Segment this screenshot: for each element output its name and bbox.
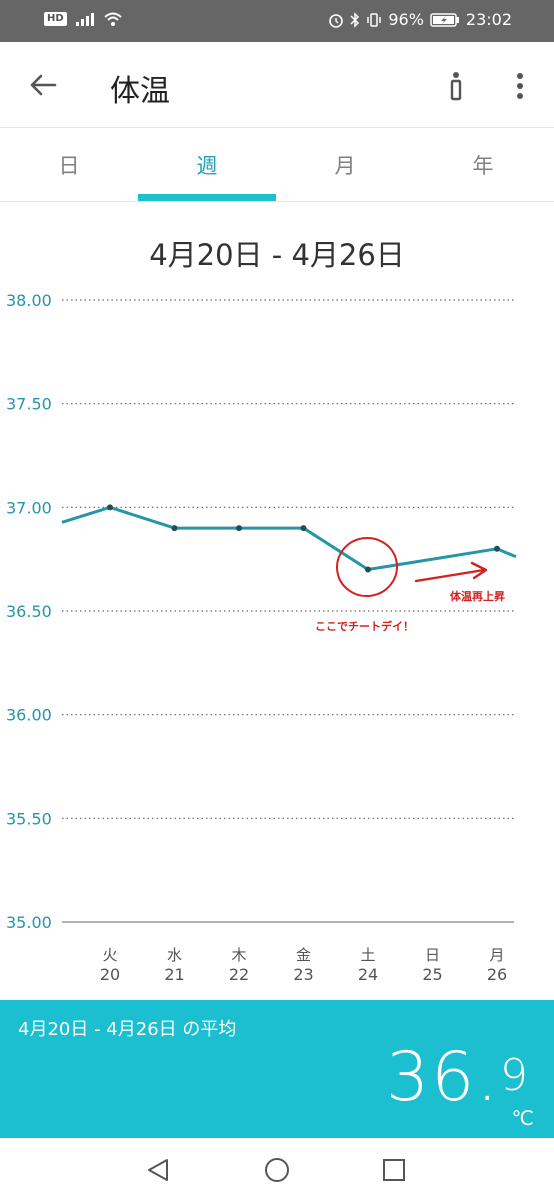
y-tick-label: 35.00 [6,913,52,932]
battery-percent: 96% [388,10,424,29]
annotation-circle [336,536,398,598]
data-point[interactable] [494,545,500,552]
wifi-icon [104,12,122,26]
x-tick-weekday: 火 [102,946,117,964]
nav-back-button[interactable] [141,1153,175,1187]
y-tick-label: 36.50 [6,602,52,621]
app-bar: 体温 [0,42,554,128]
x-tick-day: 24 [358,965,378,984]
x-tick-weekday: 日 [425,946,440,964]
y-tick-label: 36.00 [6,706,52,725]
period-tabs: 日 週 月 年 [0,128,554,202]
back-button[interactable] [22,64,64,106]
hd-badge: HD [44,12,67,26]
y-tick-label: 37.00 [6,498,52,517]
x-tick-day: 20 [100,965,120,984]
tab-month[interactable]: 月 [334,154,356,178]
average-unit: ℃ [511,1106,534,1130]
x-tick-weekday: 土 [360,946,375,964]
x-tick-day: 23 [293,965,313,984]
data-point[interactable] [300,525,307,532]
x-tick-day: 26 [487,965,507,984]
x-tick-weekday: 月 [489,946,504,964]
tab-indicator [138,194,276,201]
more-options-button[interactable] [503,66,537,106]
arrow-left-icon [30,74,57,96]
square-recents-icon [383,1159,405,1181]
data-point[interactable] [107,504,113,511]
tab-day[interactable]: 日 [58,154,80,178]
battery-charging-icon [430,12,459,27]
y-tick-label: 35.50 [6,809,52,828]
status-bar: HD 96% 23:02 [0,0,554,42]
x-tick-weekday: 水 [167,946,182,964]
signal-icon [75,13,94,26]
date-range-title: 4月20日 - 4月26日 [149,238,405,272]
average-value: 36.9 [386,1038,530,1117]
x-tick-weekday: 金 [296,946,311,964]
nav-home-button[interactable] [260,1153,294,1187]
data-point[interactable] [236,525,242,532]
more-vertical-icon [517,73,523,99]
system-nav-bar [0,1138,554,1200]
tab-year[interactable]: 年 [472,154,494,178]
series-line [61,505,517,572]
annotation-temp-rise: 体温再上昇 [450,589,505,603]
status-left: HD [44,11,123,27]
vibrate-icon [367,12,382,27]
average-summary: 4月20日 - 4月26日 の平均 36.9 ℃ [0,1000,554,1138]
data-point[interactable] [365,566,371,573]
annotation-cheat-day: ここでチートデイ！ [315,619,414,633]
tab-week[interactable]: 週 [196,154,218,178]
x-tick-day: 21 [164,965,184,984]
status-right: 96% 23:02 [328,10,512,29]
x-tick-day: 25 [422,965,442,984]
x-tick-weekday: 木 [231,946,246,964]
circle-home-icon [265,1158,289,1182]
clock: 23:02 [465,10,512,29]
alarm-icon [329,13,344,28]
y-tick-label: 37.50 [6,395,52,414]
y-tick-label: 38.00 [6,291,52,310]
temperature-chart: 38.00 37.50 37.00 36.50 36.00 35.50 35.00 火20 水… [6,291,517,984]
annotation-arrow [414,561,488,583]
data-point[interactable] [171,525,178,532]
x-tick-day: 22 [229,965,249,984]
page-title: 体温 [110,74,170,109]
info-button[interactable] [438,66,474,106]
triangle-back-icon [148,1159,168,1181]
nav-recents-button[interactable] [377,1153,411,1187]
info-icon [450,72,462,101]
average-label: 4月20日 - 4月26日 の平均 [18,1019,237,1040]
average-value-dec: 9 [500,1050,530,1101]
average-value-int: 36. [385,1038,500,1117]
bluetooth-icon [350,11,360,28]
